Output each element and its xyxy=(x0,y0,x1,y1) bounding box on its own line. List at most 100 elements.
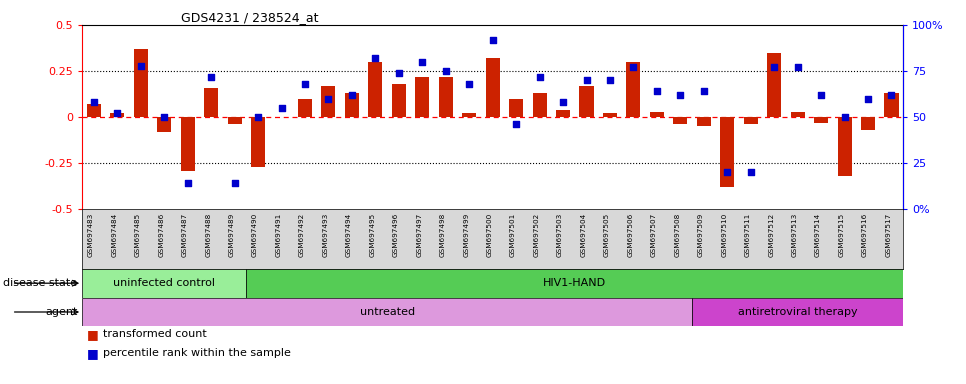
Point xyxy=(298,81,313,87)
Point xyxy=(368,55,384,61)
Bar xyxy=(228,117,242,124)
Point xyxy=(250,114,266,120)
Point xyxy=(391,70,407,76)
Text: agent: agent xyxy=(44,307,77,317)
Bar xyxy=(462,113,476,117)
Bar xyxy=(415,76,429,117)
Text: GSM697510: GSM697510 xyxy=(722,212,727,257)
Bar xyxy=(110,113,125,117)
Point xyxy=(109,110,125,116)
Bar xyxy=(509,99,524,117)
Bar xyxy=(744,117,757,124)
Text: antiretroviral therapy: antiretroviral therapy xyxy=(738,307,858,317)
Text: GSM697487: GSM697487 xyxy=(182,212,187,257)
Text: GSM697502: GSM697502 xyxy=(533,212,540,257)
Text: GSM697517: GSM697517 xyxy=(886,212,892,257)
Text: GSM697495: GSM697495 xyxy=(369,212,376,257)
Text: GSM697513: GSM697513 xyxy=(792,212,798,257)
Bar xyxy=(181,117,195,170)
Point xyxy=(204,73,219,79)
Text: GSM697492: GSM697492 xyxy=(299,212,305,257)
Point xyxy=(438,68,453,74)
Bar xyxy=(767,53,781,117)
Bar xyxy=(650,112,664,117)
Point xyxy=(344,92,359,98)
Point xyxy=(180,180,195,187)
Bar xyxy=(790,112,805,117)
Text: transformed count: transformed count xyxy=(103,329,207,339)
Point xyxy=(861,96,876,102)
Bar xyxy=(133,49,148,117)
Text: GSM697505: GSM697505 xyxy=(604,212,610,257)
Text: percentile rank within the sample: percentile rank within the sample xyxy=(103,348,291,358)
Text: GSM697496: GSM697496 xyxy=(393,212,399,257)
Text: GSM697508: GSM697508 xyxy=(674,212,680,257)
Text: GSM697514: GSM697514 xyxy=(815,212,821,257)
Bar xyxy=(82,298,692,326)
Point xyxy=(321,96,336,102)
Text: GSM697511: GSM697511 xyxy=(745,212,751,257)
Bar xyxy=(345,93,359,117)
Point xyxy=(884,92,899,98)
Text: GSM697485: GSM697485 xyxy=(135,212,141,257)
Text: GSM697516: GSM697516 xyxy=(862,212,868,257)
Bar xyxy=(392,84,406,117)
Bar xyxy=(251,117,265,167)
Bar xyxy=(82,269,246,298)
Point xyxy=(273,105,289,111)
Point xyxy=(579,77,594,83)
Text: GSM697489: GSM697489 xyxy=(229,212,235,257)
Point xyxy=(86,99,101,106)
Text: ■: ■ xyxy=(87,328,99,341)
Point xyxy=(672,92,688,98)
Point xyxy=(602,77,617,83)
Bar xyxy=(626,62,640,117)
Text: GSM697488: GSM697488 xyxy=(205,212,212,257)
Point xyxy=(462,81,477,87)
Bar xyxy=(580,86,593,117)
Bar xyxy=(368,62,383,117)
Point xyxy=(508,121,524,127)
Point xyxy=(156,114,172,120)
Text: GSM697494: GSM697494 xyxy=(346,212,352,257)
Bar xyxy=(696,117,711,126)
Point xyxy=(837,114,852,120)
Point xyxy=(626,64,641,70)
Text: GSM697491: GSM697491 xyxy=(275,212,281,257)
Point xyxy=(813,92,829,98)
Text: GSM697483: GSM697483 xyxy=(88,212,94,257)
Text: GSM697503: GSM697503 xyxy=(557,212,563,257)
Bar xyxy=(861,117,875,130)
Text: GSM697515: GSM697515 xyxy=(838,212,844,257)
Text: GSM697490: GSM697490 xyxy=(252,212,258,257)
Point xyxy=(696,88,712,94)
Text: GDS4231 / 238524_at: GDS4231 / 238524_at xyxy=(181,11,318,24)
Text: GSM697506: GSM697506 xyxy=(628,212,634,257)
Bar xyxy=(246,269,903,298)
Text: GSM697512: GSM697512 xyxy=(768,212,774,257)
Point xyxy=(743,169,758,175)
Bar xyxy=(298,99,312,117)
Point xyxy=(414,59,430,65)
Text: GSM697501: GSM697501 xyxy=(510,212,516,257)
Point xyxy=(555,99,571,106)
Bar xyxy=(885,93,898,117)
Text: uninfected control: uninfected control xyxy=(113,278,215,288)
Bar xyxy=(721,117,734,187)
Point xyxy=(133,63,149,69)
Bar xyxy=(603,113,617,117)
Point xyxy=(766,64,781,70)
Point xyxy=(485,36,500,43)
Bar xyxy=(556,110,570,117)
Text: disease state: disease state xyxy=(3,278,77,288)
Text: ■: ■ xyxy=(87,347,99,360)
Bar xyxy=(838,117,852,176)
Bar xyxy=(322,86,335,117)
Point xyxy=(720,169,735,175)
Bar xyxy=(204,88,218,117)
Text: GSM697486: GSM697486 xyxy=(158,212,164,257)
Text: GSM697497: GSM697497 xyxy=(416,212,422,257)
Text: untreated: untreated xyxy=(359,307,414,317)
Point xyxy=(532,73,548,79)
Bar xyxy=(439,76,453,117)
